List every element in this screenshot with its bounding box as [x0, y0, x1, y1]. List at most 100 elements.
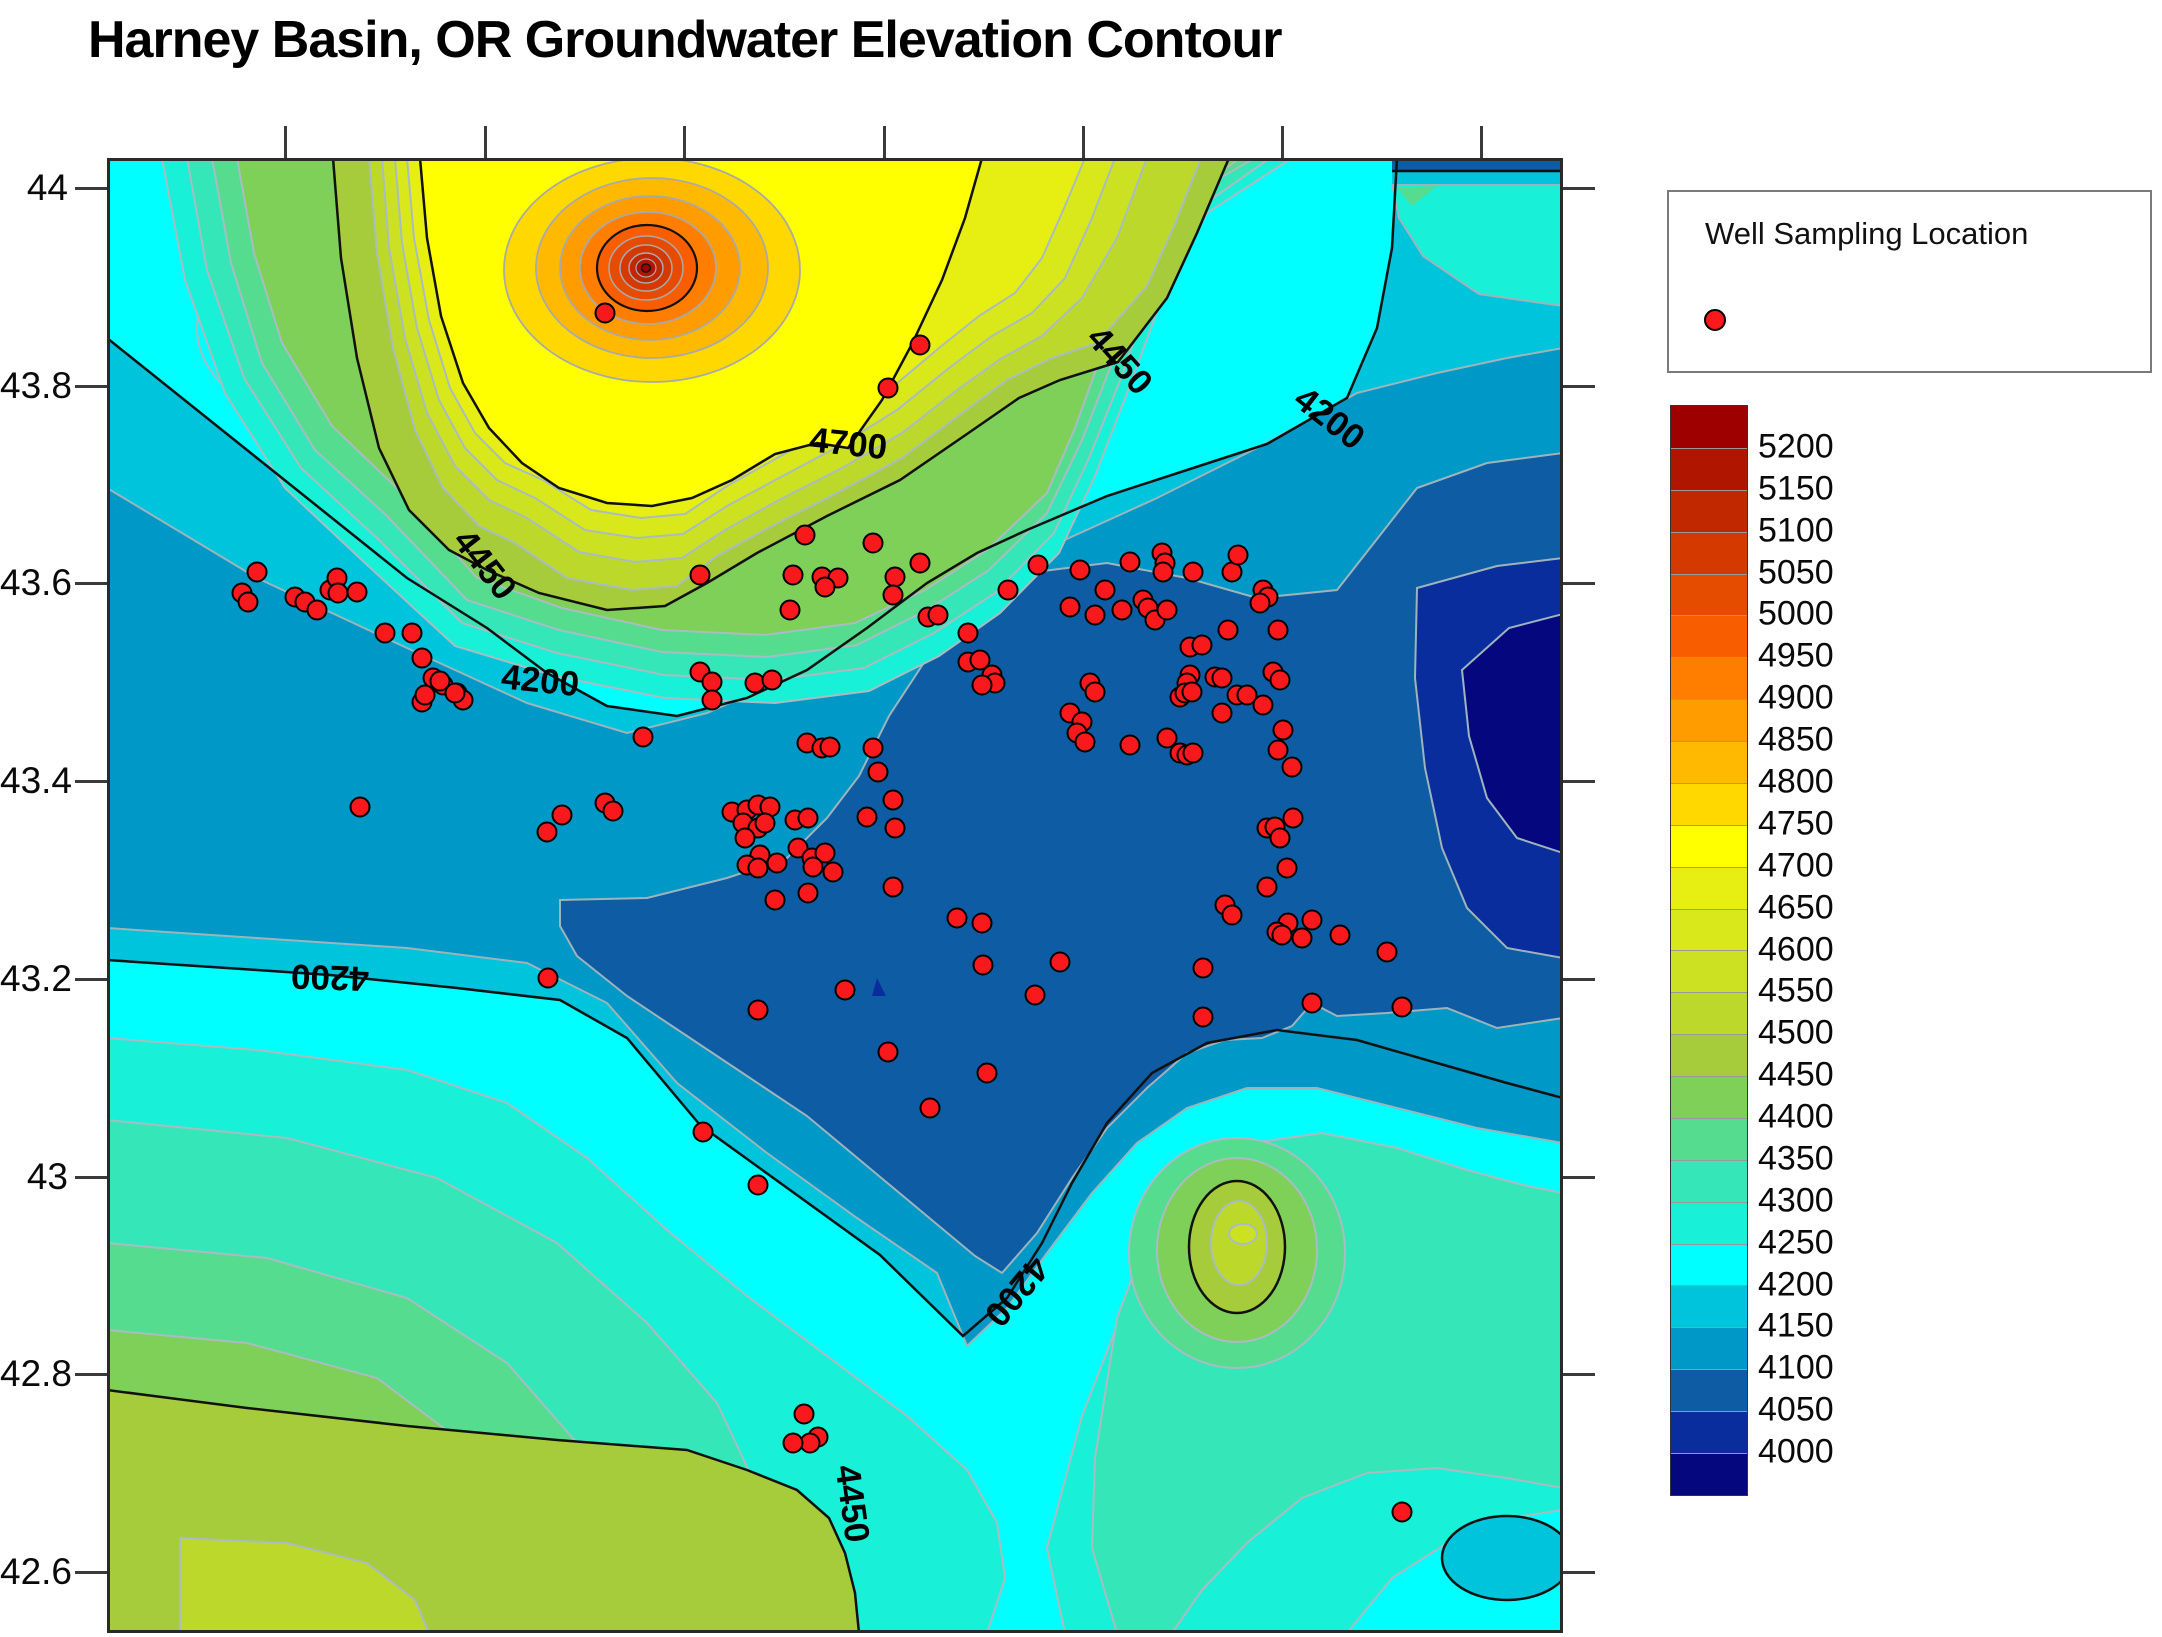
well-marker — [787, 837, 809, 859]
well-marker — [1156, 599, 1178, 621]
well-marker — [862, 532, 884, 554]
well-marker — [1182, 561, 1204, 583]
well-marker — [747, 857, 769, 879]
y-tick-label: 43 — [26, 1156, 68, 1197]
y-tick-label: 43.2 — [0, 958, 73, 999]
well-marker — [971, 912, 993, 934]
well-marker — [594, 302, 616, 324]
well-marker — [411, 647, 433, 669]
colorbar-tick-label: 5050 — [1758, 553, 1834, 592]
colorbar — [1670, 405, 1748, 1496]
well-marker — [1272, 719, 1294, 741]
well-marker — [884, 566, 906, 588]
well-marker — [761, 669, 783, 691]
colorbar-segment — [1671, 1076, 1747, 1118]
well-marker — [766, 852, 788, 874]
well-marker — [551, 804, 573, 826]
colorbar-segment — [1671, 1327, 1747, 1370]
colorbar-tick-label: 4350 — [1758, 1139, 1834, 1178]
colorbar-segment — [1671, 782, 1747, 825]
well-marker — [779, 599, 801, 621]
colorbar-tick-label: 4750 — [1758, 804, 1834, 843]
y-tick-right — [1563, 582, 1595, 585]
well-marker — [946, 907, 968, 929]
x-tick-top — [1082, 126, 1085, 158]
band-below-4000 — [1460, 612, 1563, 855]
well-marker — [327, 582, 349, 604]
colorbar-segment — [1671, 1117, 1747, 1160]
colorbar-segment — [1671, 992, 1747, 1035]
well-marker — [1391, 996, 1413, 1018]
y-tick-label: 43.4 — [0, 760, 73, 801]
x-tick-top — [284, 126, 287, 158]
page-title: Harney Basin, OR Groundwater Elevation C… — [88, 11, 1283, 69]
well-marker — [1281, 756, 1303, 778]
y-tick-right — [1563, 978, 1595, 981]
well-marker — [1111, 599, 1133, 621]
well-marker — [794, 524, 816, 546]
ring-above-5200 — [640, 263, 652, 273]
well-marker — [867, 761, 889, 783]
legend-well-marker-icon — [1704, 309, 1726, 331]
colorbar-tick-label: 4550 — [1758, 971, 1834, 1010]
well-marker — [1217, 619, 1239, 641]
well-marker — [797, 882, 819, 904]
colorbar-segment — [1671, 489, 1747, 532]
well-marker — [877, 377, 899, 399]
colorbar-tick-label: 4050 — [1758, 1390, 1834, 1429]
colorbar-segment — [1671, 699, 1747, 741]
x-tick-top — [1480, 126, 1483, 158]
well-marker — [1236, 684, 1258, 706]
colorbar-segment — [1671, 406, 1747, 448]
well-marker — [814, 842, 836, 864]
x-tick-top — [883, 126, 886, 158]
well-marker — [1069, 559, 1091, 581]
well-marker — [919, 1097, 941, 1119]
well-marker — [909, 552, 931, 574]
colorbar-tick-label: 4650 — [1758, 888, 1834, 927]
colorbar-segment — [1671, 824, 1747, 867]
y-tick-right — [1563, 780, 1595, 783]
y-tick-right — [1563, 1176, 1595, 1179]
well-marker — [1376, 941, 1398, 963]
y-tick-left — [75, 780, 107, 783]
colorbar-tick-label: 4600 — [1758, 930, 1834, 968]
colorbar-tick-label: 5200 — [1758, 427, 1834, 466]
y-tick-left — [75, 1176, 107, 1179]
well-marker — [1192, 1006, 1214, 1028]
colorbar-segment — [1671, 908, 1747, 951]
well-marker — [374, 622, 396, 644]
well-marker — [1156, 727, 1178, 749]
well-marker — [701, 689, 723, 711]
well-marker — [1256, 876, 1278, 898]
well-marker — [1301, 909, 1323, 931]
well-marker — [747, 999, 769, 1021]
well-marker — [882, 876, 904, 898]
well-marker — [1049, 951, 1071, 973]
well-marker — [764, 889, 786, 911]
well-marker — [1074, 731, 1096, 753]
y-tick-label: 42.6 — [0, 1551, 73, 1592]
well-marker — [1027, 554, 1049, 576]
well-marker — [1276, 857, 1298, 879]
well-marker — [246, 561, 268, 583]
colorbar-tick-label: 4850 — [1758, 720, 1834, 759]
well-marker — [1252, 694, 1274, 716]
well-marker — [747, 1174, 769, 1196]
well-marker — [1119, 551, 1141, 573]
y-tick-right — [1563, 1571, 1595, 1574]
colorbar-tick-label: 4900 — [1758, 678, 1834, 717]
colorbar-segment — [1671, 657, 1747, 700]
colorbar-tick-label: 5100 — [1758, 511, 1834, 550]
colorbar-tick-label: 5150 — [1758, 469, 1834, 508]
well-marker — [1282, 807, 1304, 829]
well-marker — [1084, 681, 1106, 703]
band-4500-4550-corner — [179, 1536, 431, 1633]
well-marker — [1211, 667, 1233, 689]
well-marker — [536, 821, 558, 843]
well-marker — [976, 1062, 998, 1084]
well-marker — [632, 726, 654, 748]
x-tick-top — [484, 126, 487, 158]
